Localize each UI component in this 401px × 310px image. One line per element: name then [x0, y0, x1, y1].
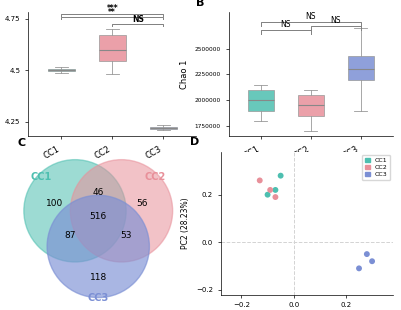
Point — [272, 188, 279, 193]
Point — [369, 259, 375, 264]
Circle shape — [70, 160, 173, 262]
Text: 516: 516 — [89, 212, 107, 222]
Legend: CC1, CC2, CC3: CC1, CC2, CC3 — [362, 155, 390, 180]
Point — [356, 266, 362, 271]
Point — [264, 192, 271, 197]
Text: 53: 53 — [120, 231, 132, 240]
Y-axis label: Chao 1: Chao 1 — [180, 60, 189, 89]
Text: 100: 100 — [46, 198, 63, 208]
Text: CC1: CC1 — [30, 172, 51, 182]
PathPatch shape — [150, 127, 176, 129]
Text: 56: 56 — [136, 198, 148, 208]
Point — [267, 188, 273, 193]
Text: 46: 46 — [93, 188, 104, 197]
PathPatch shape — [99, 35, 126, 61]
Text: 87: 87 — [65, 231, 76, 240]
Text: 118: 118 — [89, 273, 107, 282]
Text: B: B — [196, 0, 204, 8]
Text: CC3: CC3 — [88, 293, 109, 303]
PathPatch shape — [48, 69, 75, 71]
Point — [272, 195, 279, 200]
Circle shape — [47, 195, 150, 298]
PathPatch shape — [348, 56, 374, 80]
Text: NS: NS — [281, 20, 291, 29]
Text: **: ** — [108, 8, 116, 17]
Text: D: D — [190, 137, 199, 147]
Y-axis label: PC2 (28.23%): PC2 (28.23%) — [181, 197, 190, 249]
Point — [277, 173, 284, 178]
Circle shape — [24, 160, 126, 262]
Point — [364, 252, 370, 257]
Text: NS: NS — [132, 15, 144, 24]
Text: CC2: CC2 — [145, 172, 166, 182]
Text: NS: NS — [330, 16, 341, 25]
PathPatch shape — [248, 90, 274, 111]
Text: ***: *** — [107, 4, 118, 13]
PathPatch shape — [298, 95, 324, 116]
Text: C: C — [18, 138, 26, 148]
Point — [257, 178, 263, 183]
Text: NS: NS — [306, 12, 316, 21]
